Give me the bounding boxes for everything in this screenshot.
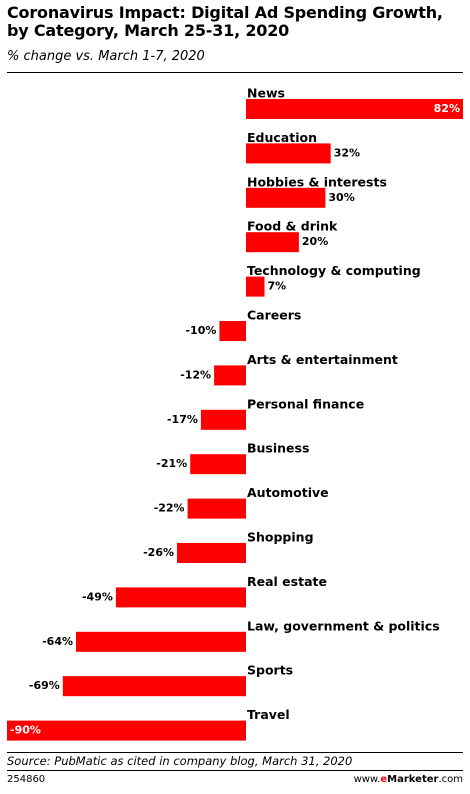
brand-name: Marketer <box>387 774 439 785</box>
category-label-careers: Careers <box>247 308 301 323</box>
footer-divider <box>7 770 463 771</box>
bar-news <box>246 99 463 119</box>
bar-travel <box>7 720 246 741</box>
bar-law-government-and-politics <box>76 631 246 652</box>
brand-prefix: www. <box>353 774 381 785</box>
brand-suffix: .com <box>438 774 463 785</box>
category-label-shopping: Shopping <box>247 530 314 545</box>
value-label-business: -21% <box>156 457 187 470</box>
category-label-real-estate: Real estate <box>247 574 327 589</box>
chart-id: 254860 <box>7 774 46 785</box>
value-label-automotive: -22% <box>154 502 185 515</box>
category-label-automotive: Automotive <box>247 485 329 500</box>
source-divider <box>7 752 463 753</box>
value-label-food-and-drink: 20% <box>302 235 328 248</box>
category-label-hobbies-and-interests: Hobbies & interests <box>247 174 387 189</box>
value-label-education: 32% <box>334 146 360 159</box>
category-label-personal-finance: Personal finance <box>247 396 364 411</box>
bar-sports <box>62 676 246 697</box>
value-label-sports: -69% <box>29 679 60 692</box>
category-label-business: Business <box>247 441 309 456</box>
bar-personal-finance <box>200 409 246 430</box>
bar-education <box>246 143 331 164</box>
value-label-careers: -10% <box>185 324 216 337</box>
bar-shopping <box>177 543 246 563</box>
category-label-education: Education <box>247 130 317 145</box>
category-label-news: News <box>247 86 285 101</box>
source-note: Source: PubMatic as cited in company blo… <box>7 754 353 768</box>
bar-hobbies-and-interests <box>246 187 326 208</box>
category-label-sports: Sports <box>247 663 293 678</box>
bar-arts-and-entertainment <box>214 365 246 386</box>
bar-food-and-drink <box>246 232 299 253</box>
brand-link[interactable]: www.eMarketer.com <box>354 774 463 786</box>
bar-careers <box>219 321 246 341</box>
header-divider <box>7 72 463 73</box>
bar-real-estate <box>115 587 247 608</box>
value-label-travel: -90% <box>10 724 41 737</box>
category-label-travel: Travel <box>247 707 290 722</box>
bar-business <box>190 454 246 475</box>
bar-automotive <box>187 498 246 519</box>
value-label-shopping: -26% <box>143 546 174 559</box>
chart-subtitle: % change vs. March 1-7, 2020 <box>7 49 205 64</box>
value-label-law-government-and-politics: -64% <box>42 635 73 648</box>
value-label-technology-and-computing: 7% <box>268 280 287 293</box>
value-label-real-estate: -49% <box>82 590 113 603</box>
brand-accent: e <box>380 774 388 785</box>
value-label-arts-and-entertainment: -12% <box>180 368 211 381</box>
value-label-hobbies-and-interests: 30% <box>328 191 354 204</box>
bar-technology-and-computing <box>246 276 265 297</box>
value-label-news: 82% <box>434 102 460 115</box>
category-label-technology-and-computing: Technology & computing <box>247 263 421 278</box>
category-label-food-and-drink: Food & drink <box>247 219 338 234</box>
category-label-law-government-and-politics: Law, government & politics <box>247 618 440 633</box>
value-label-personal-finance: -17% <box>167 413 198 426</box>
chart-title: Coronavirus Impact: Digital Ad Spending … <box>7 3 443 40</box>
category-label-arts-and-entertainment: Arts & entertainment <box>247 352 398 367</box>
